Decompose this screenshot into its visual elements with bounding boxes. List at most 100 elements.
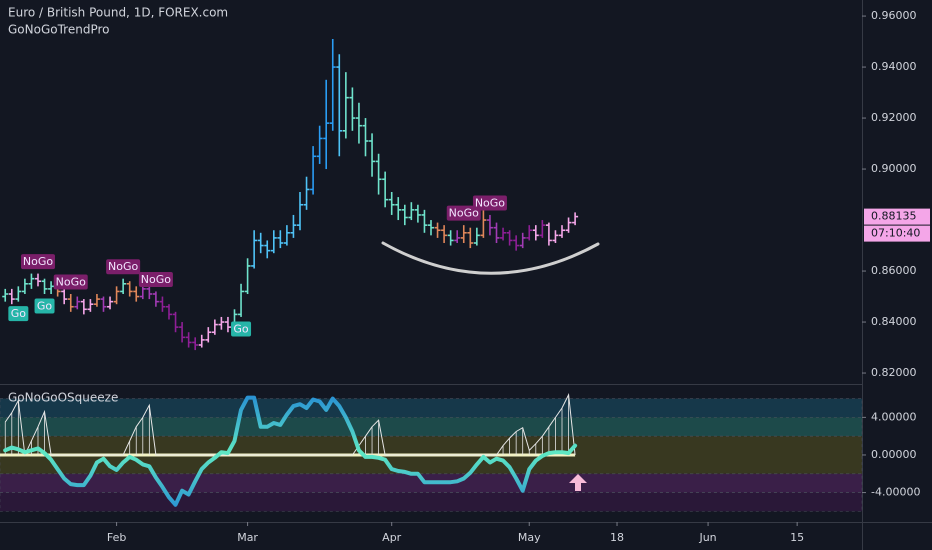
x-tick-label: 15 <box>790 531 804 544</box>
ohlc-bar <box>421 209 428 233</box>
ohlc-bar <box>152 291 159 307</box>
ohlc-bar <box>48 281 55 294</box>
signal-label: NoGo <box>23 255 53 268</box>
signal-label: Go <box>11 307 27 320</box>
ohlc-bar <box>513 235 520 251</box>
y-tick-label: 0.92000 <box>871 111 917 124</box>
ohlc-bar <box>133 286 140 302</box>
ohlc-bar <box>500 227 507 241</box>
ohlc-bar <box>61 288 68 305</box>
ohlc-bar <box>559 225 566 238</box>
x-tick-label: 18 <box>610 531 624 544</box>
oscillator-line <box>3 395 578 507</box>
ohlc-bar <box>539 220 546 238</box>
y-tick-label: 0.82000 <box>871 366 917 379</box>
x-tick-label: Apr <box>382 531 402 544</box>
ohlc-bar <box>28 273 35 289</box>
ohlc-bar <box>441 225 448 243</box>
ohlc-bar <box>401 204 408 226</box>
ohlc-bar <box>165 304 172 320</box>
zone-band <box>0 398 863 418</box>
indicator-name: GoNoGoOSqueeze <box>8 391 118 405</box>
signal-arrow <box>569 474 587 491</box>
ohlc-bar <box>211 319 218 335</box>
ohlc-bar <box>277 230 284 249</box>
ohlc-bar <box>303 176 310 210</box>
x-tick-label: May <box>518 531 541 544</box>
ohlc-bar <box>100 296 107 312</box>
ohlc-bar <box>355 102 362 144</box>
ohlc-bar <box>408 202 415 221</box>
ohlc-bar <box>428 220 434 236</box>
ohlc-bar <box>388 192 395 215</box>
ohlc-bar <box>296 192 303 231</box>
signal-badge <box>446 205 481 221</box>
x-tick-label: Mar <box>237 531 258 544</box>
ohlc-bar <box>369 133 376 177</box>
ohlc-bar <box>159 296 166 312</box>
ohlc-bar <box>460 225 467 243</box>
ohlc-bar <box>329 39 336 131</box>
countdown-label: 07:10:40 <box>871 227 920 240</box>
x-tick-label: Feb <box>107 531 126 544</box>
signal-badge <box>34 298 55 314</box>
ohlc-bar <box>67 293 74 312</box>
ohlc-bar <box>238 283 245 317</box>
ohlc-bar <box>2 288 9 302</box>
ohlc-bar <box>34 273 41 287</box>
y-tick-label: -4.00000 <box>871 486 920 499</box>
ohlc-bar <box>532 225 539 241</box>
ohlc-bar <box>270 230 277 254</box>
y-tick-label: 0.86000 <box>871 264 917 277</box>
ohlc-bar <box>434 222 441 238</box>
indicator-name: GoNoGoTrendPro <box>8 23 109 37</box>
signal-label: NoGo <box>475 196 505 209</box>
ohlc-bar <box>80 299 87 315</box>
ohlc-bar <box>467 227 474 249</box>
ohlc-bar <box>493 222 500 243</box>
ohlc-bar <box>362 118 369 157</box>
ohlc-bar <box>218 316 225 330</box>
ohlc-bar <box>336 54 343 157</box>
rounding-bottom-arc <box>381 241 600 275</box>
ohlc-bar <box>179 322 186 343</box>
ohlc-bar <box>395 197 402 221</box>
signal-badge <box>138 271 173 287</box>
ohlc-bar <box>414 204 421 223</box>
ohlc-bar <box>572 212 579 226</box>
ohlc-bar <box>87 299 94 312</box>
ohlc-bar <box>107 296 114 310</box>
ohlc-bar <box>224 316 231 333</box>
ohlc-bar <box>120 278 127 294</box>
ohlc-bar <box>93 293 100 307</box>
plot-layer: 0.96000 0.94000 0.92000 0.90000 0.86000 0.840… <box>0 9 930 544</box>
y-tick-label: 0.94000 <box>871 60 917 73</box>
ohlc-bar <box>205 327 212 343</box>
signal-badge <box>53 274 88 290</box>
ohlc-bar <box>310 146 317 195</box>
y-tick-label: 0.90000 <box>871 162 917 175</box>
last-price-label: 0.88135 <box>871 210 917 223</box>
ohlc-bar <box>290 214 297 238</box>
last-price-box <box>864 208 930 225</box>
y-tick-label: 0.00000 <box>871 448 917 461</box>
ohlc-bar <box>21 278 28 294</box>
ohlc-bar <box>552 230 559 243</box>
y-tick-label: 4.00000 <box>871 410 917 423</box>
ohlc-bar <box>113 286 120 305</box>
ohlc-bar <box>323 79 330 170</box>
ohlc-bar <box>264 240 271 259</box>
ohlc-bar <box>506 230 513 246</box>
ohlc-bar <box>316 125 323 164</box>
ohlc-bar <box>447 230 454 246</box>
ohlc-bar <box>486 214 493 236</box>
ohlc-bar <box>126 281 133 297</box>
signal-label: NoGo <box>108 260 138 273</box>
squeeze-outline <box>4 393 576 457</box>
ohlc-bar <box>375 153 382 195</box>
ohlc-bar <box>342 72 349 139</box>
x-tick-label: Jun <box>698 531 716 544</box>
ohlc-bar <box>251 230 258 269</box>
signal-label: Go <box>233 322 249 335</box>
